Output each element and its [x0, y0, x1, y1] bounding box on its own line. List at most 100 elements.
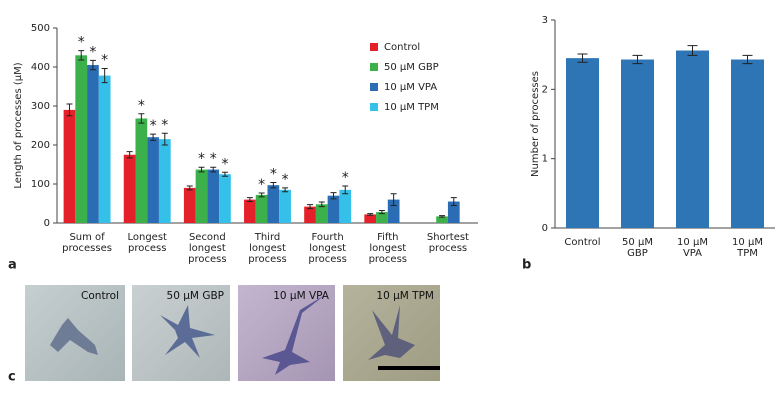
error-bar [450, 197, 457, 206]
x-tick-label: Third longest process [248, 232, 286, 265]
error-bar [258, 192, 265, 198]
image-caption: 10 μM VPA [273, 290, 330, 302]
significance-marker: * [150, 118, 157, 134]
legend-label: 10 μM VPA [384, 82, 437, 93]
micrograph [343, 285, 440, 381]
legend-swatch [370, 43, 378, 51]
y-tick-label: 500 [31, 23, 50, 34]
bar [327, 195, 340, 223]
error-bar [161, 132, 168, 146]
error-bar [330, 192, 337, 200]
bar [195, 169, 208, 223]
bar [279, 189, 291, 223]
bar [364, 214, 377, 223]
error-bar [138, 113, 145, 124]
error-bar [687, 45, 698, 56]
significance-marker: * [270, 166, 277, 182]
bar [98, 75, 111, 223]
bar [135, 118, 148, 223]
significance-marker: * [221, 156, 228, 172]
significance-marker: * [198, 151, 205, 167]
y-tick-label: 300 [31, 101, 50, 112]
significance-marker: * [89, 44, 96, 60]
bar [387, 199, 400, 223]
bar [183, 187, 196, 223]
error-bar [126, 151, 133, 159]
x-tick-label: Control [564, 237, 600, 248]
error-bar [282, 187, 289, 193]
error-bar [246, 197, 253, 203]
error-bar [270, 181, 277, 189]
y-tick-label: 200 [31, 140, 50, 151]
bar [158, 139, 171, 223]
y-tick-label: 0 [44, 218, 50, 229]
legend-label: 10 μM TPM [384, 102, 439, 113]
micrographs [25, 285, 440, 381]
significance-marker: * [282, 172, 289, 188]
image-caption: 10 μM TPM [376, 290, 434, 302]
x-tick-label: Shortest process [427, 232, 469, 254]
x-tick-label: 50 μM GBP [622, 237, 653, 259]
y-tick-label: 400 [31, 62, 50, 73]
error-bar [318, 201, 325, 208]
bar [219, 174, 231, 223]
x-tick-label: Fourth longest process [308, 232, 346, 265]
panel-label: c [8, 370, 16, 385]
x-tick-label: Second longest process [188, 232, 226, 265]
significance-marker: * [342, 170, 349, 186]
bar [315, 204, 328, 223]
cell [368, 305, 415, 360]
bar [75, 55, 88, 223]
error-bar [342, 185, 349, 195]
bar [207, 169, 220, 223]
bar [566, 58, 599, 229]
bar [255, 194, 268, 223]
bar [87, 65, 99, 223]
error-bar [89, 59, 96, 71]
cell [160, 305, 215, 358]
cell [262, 295, 325, 375]
error-bar [632, 54, 643, 65]
error-bar [198, 166, 205, 173]
bar [267, 185, 280, 223]
legend-label: Control [384, 42, 420, 53]
bar [376, 212, 388, 223]
legend-swatch [370, 103, 378, 111]
bar [436, 216, 448, 223]
significance-marker: * [258, 177, 265, 193]
y-tick-label: 2 [542, 84, 548, 95]
legend-label: 50 μM GBP [384, 62, 439, 73]
significance-marker: * [138, 98, 145, 114]
y-tick-label: 1 [542, 154, 548, 165]
error-bar [439, 215, 446, 218]
x-tick-label: Fifth longest process [369, 232, 407, 265]
panel-label: b [522, 258, 531, 273]
x-tick-label: Sum of processes [62, 232, 112, 254]
image-caption: 50 μM GBP [167, 290, 224, 302]
significance-marker: * [101, 53, 108, 69]
x-tick-label: 10 μM TPM [732, 237, 763, 259]
legend-swatch [370, 83, 378, 91]
image-caption: Control [81, 290, 119, 302]
bar [244, 199, 256, 223]
y-axis-label: Number of processes [530, 71, 541, 177]
x-tick-label: Longest process [127, 232, 167, 254]
error-bar [186, 185, 193, 191]
significance-marker: * [161, 117, 168, 133]
significance-marker: * [78, 35, 85, 51]
bar [123, 154, 136, 223]
bar [621, 59, 654, 228]
bar [339, 189, 352, 223]
y-tick-label: 3 [542, 15, 548, 26]
error-bar [378, 210, 385, 215]
error-bar [66, 103, 73, 117]
bar [304, 206, 316, 223]
error-bar [78, 50, 85, 61]
error-bar [390, 193, 397, 206]
error-bar [577, 53, 588, 63]
cell [50, 318, 98, 355]
panel-label: a [8, 258, 17, 273]
bar [63, 109, 76, 223]
error-bar [221, 171, 228, 177]
